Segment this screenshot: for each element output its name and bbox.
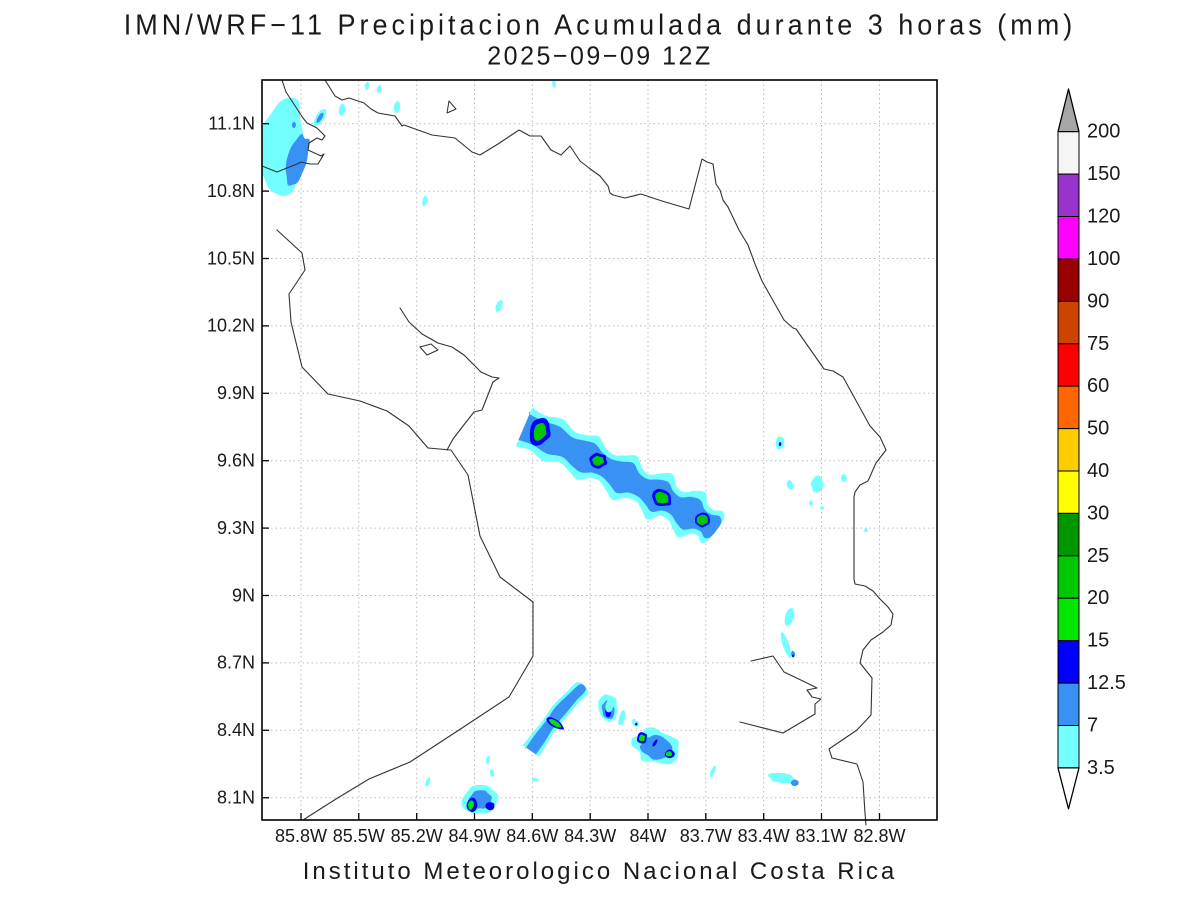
svg-text:3.5: 3.5: [1087, 757, 1115, 779]
svg-text:150: 150: [1087, 163, 1120, 185]
svg-text:50: 50: [1087, 418, 1109, 440]
svg-text:7: 7: [1087, 715, 1098, 737]
svg-text:11.1N: 11.1N: [208, 114, 255, 134]
svg-text:15: 15: [1087, 630, 1109, 652]
svg-text:84W: 84W: [629, 826, 666, 846]
svg-text:8.7N: 8.7N: [217, 653, 255, 673]
svg-text:200: 200: [1087, 121, 1120, 143]
svg-text:120: 120: [1087, 206, 1120, 228]
svg-text:40: 40: [1087, 460, 1109, 482]
svg-text:60: 60: [1087, 375, 1109, 397]
svg-text:83.7W: 83.7W: [680, 826, 732, 846]
svg-text:9.6N: 9.6N: [217, 451, 255, 471]
svg-text:25: 25: [1087, 545, 1109, 567]
svg-text:8.4N: 8.4N: [217, 720, 255, 740]
svg-text:10.2N: 10.2N: [207, 316, 255, 336]
svg-text:20: 20: [1087, 587, 1109, 609]
svg-text:100: 100: [1087, 248, 1120, 270]
svg-text:75: 75: [1087, 333, 1109, 355]
svg-text:85.5W: 85.5W: [333, 826, 385, 846]
svg-text:9.9N: 9.9N: [217, 383, 255, 403]
svg-text:8.1N: 8.1N: [217, 788, 255, 808]
svg-text:83.4W: 83.4W: [738, 826, 790, 846]
svg-text:83.1W: 83.1W: [795, 826, 847, 846]
svg-text:10.8N: 10.8N: [207, 181, 255, 201]
svg-text:30: 30: [1087, 502, 1109, 524]
svg-text:10.5N: 10.5N: [207, 248, 255, 268]
svg-text:12.5: 12.5: [1087, 672, 1126, 694]
svg-text:84.9W: 84.9W: [448, 826, 500, 846]
svg-text:84.6W: 84.6W: [506, 826, 558, 846]
svg-text:90: 90: [1087, 290, 1109, 312]
svg-text:9.3N: 9.3N: [217, 518, 255, 538]
svg-text:85.8W: 85.8W: [275, 826, 327, 846]
svg-text:82.8W: 82.8W: [853, 826, 905, 846]
svg-text:85.2W: 85.2W: [391, 826, 443, 846]
svg-text:84.3W: 84.3W: [564, 826, 616, 846]
svg-text:9N: 9N: [232, 585, 255, 605]
